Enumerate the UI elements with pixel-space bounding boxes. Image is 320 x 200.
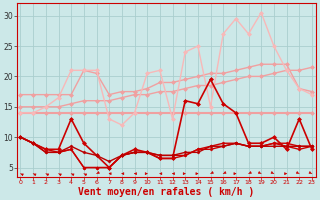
X-axis label: Vent moyen/en rafales ( km/h ): Vent moyen/en rafales ( km/h ) — [78, 187, 254, 197]
